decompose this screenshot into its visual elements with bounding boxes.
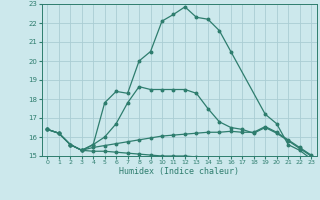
X-axis label: Humidex (Indice chaleur): Humidex (Indice chaleur) [119, 167, 239, 176]
